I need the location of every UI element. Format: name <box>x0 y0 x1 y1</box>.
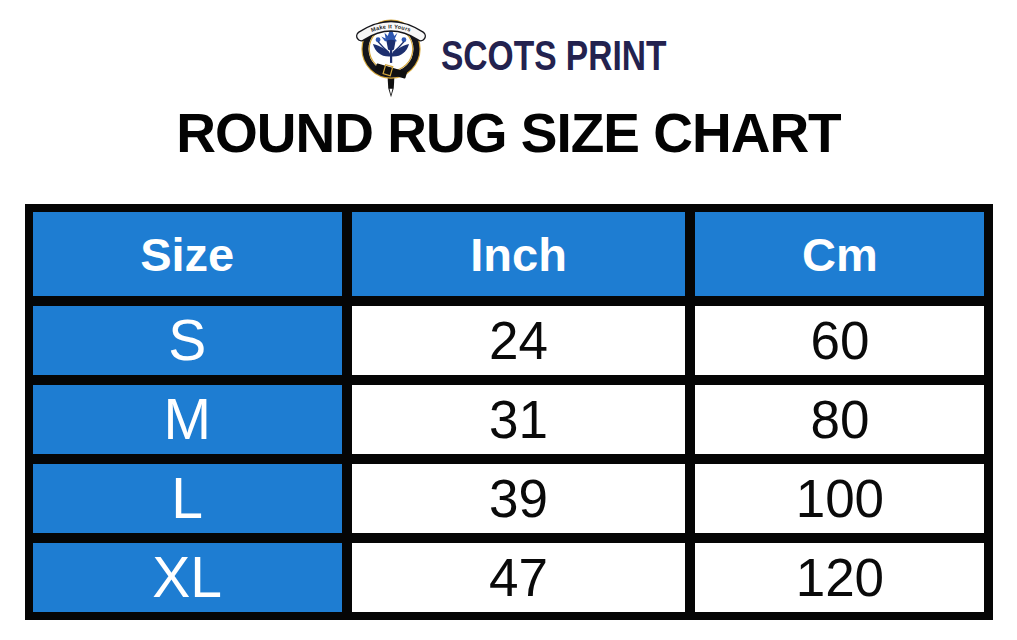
inch-cell: 31 <box>352 385 686 454</box>
column-header-size: Size <box>33 212 342 296</box>
cm-cell: 60 <box>695 306 984 375</box>
cm-cell: 120 <box>695 543 984 612</box>
inch-cell: 24 <box>352 306 686 375</box>
size-cell: XL <box>33 543 342 612</box>
brand-header: Make It Yours SCOTS PRINT <box>0 0 1017 98</box>
column-header-inch: Inch <box>352 212 686 296</box>
inch-cell: 47 <box>352 543 686 612</box>
clan-crest-logo: Make It Yours <box>353 12 429 99</box>
size-cell: M <box>33 385 342 454</box>
size-cell: S <box>33 306 342 375</box>
page: Make It Yours SCOTS PRINT ROUND RUG SIZE… <box>0 0 1017 620</box>
column-header-cm: Cm <box>695 212 984 296</box>
page-title: ROUND RUG SIZE CHART <box>0 106 1017 161</box>
inch-cell: 39 <box>352 464 686 533</box>
brand-name: SCOTS PRINT <box>441 34 666 77</box>
cm-cell: 80 <box>695 385 984 454</box>
cm-cell: 100 <box>695 464 984 533</box>
size-chart-table: Size Inch Cm S 24 60 M 31 80 L 39 100 XL… <box>25 204 993 620</box>
size-cell: L <box>33 464 342 533</box>
